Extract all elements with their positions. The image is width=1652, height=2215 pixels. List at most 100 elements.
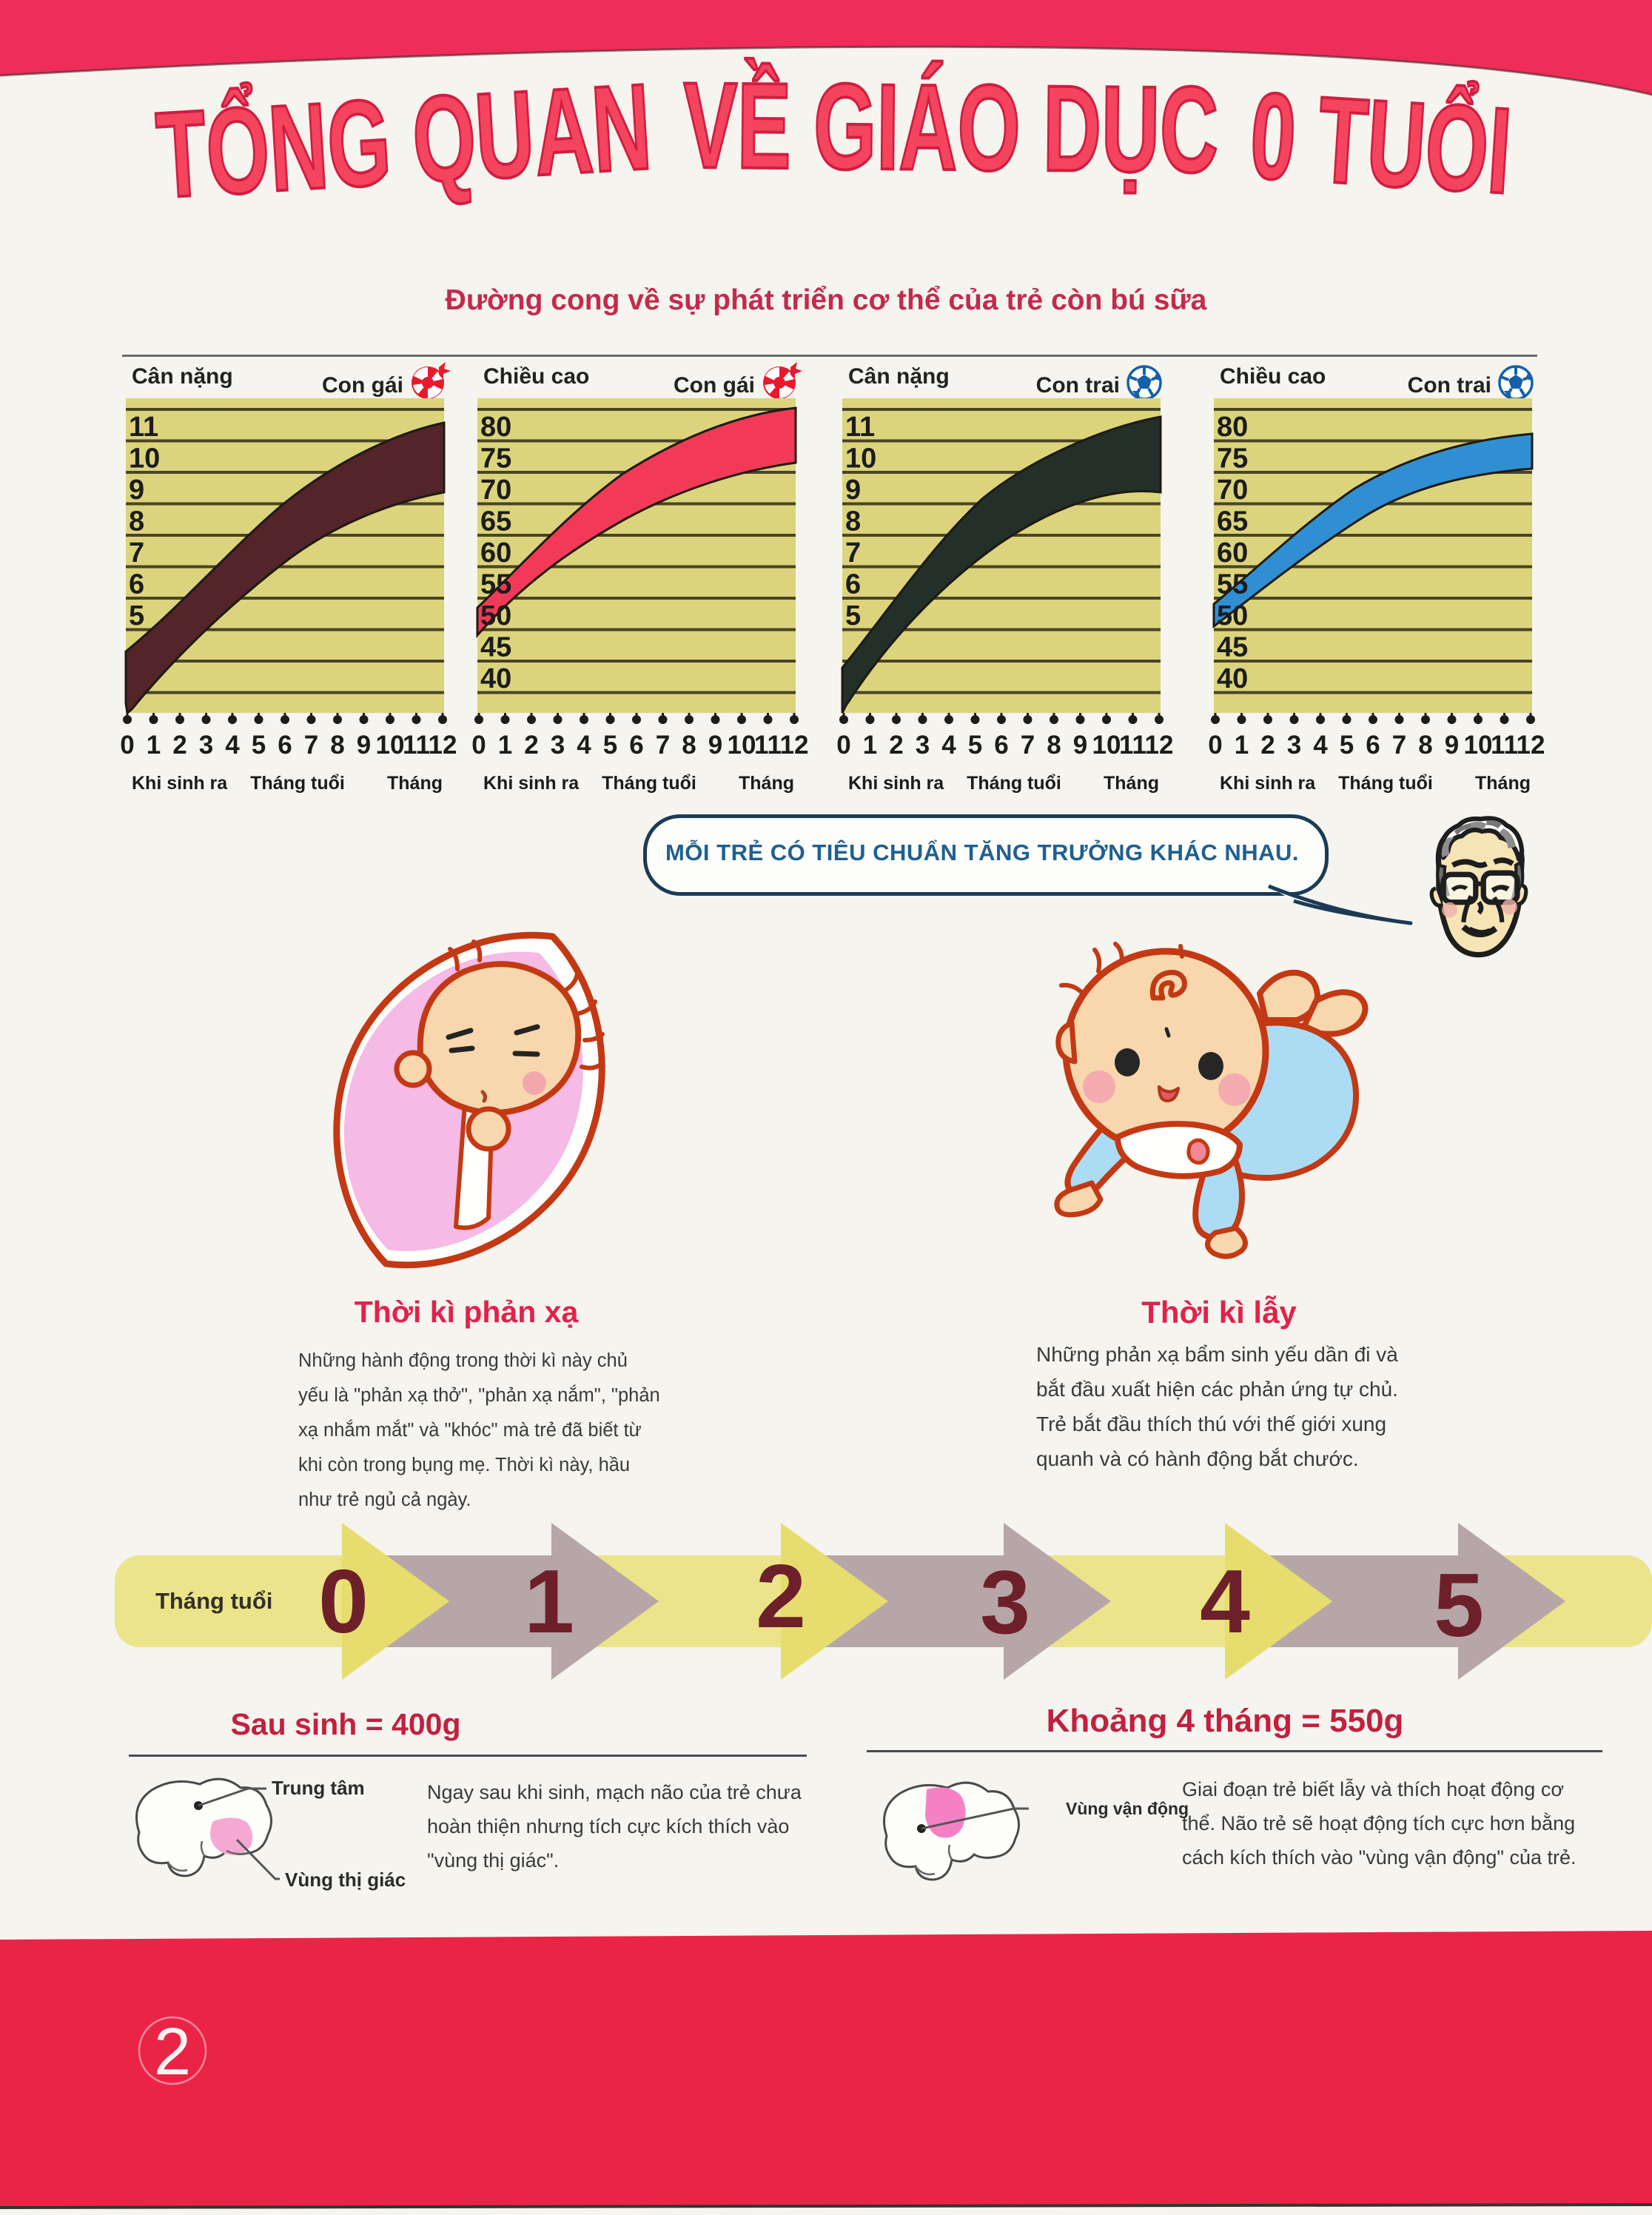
svg-text:40: 40 bbox=[1217, 663, 1248, 694]
svg-text:70: 70 bbox=[480, 475, 511, 506]
svg-text:10: 10 bbox=[728, 731, 756, 760]
svg-text:Tháng: Tháng bbox=[1475, 773, 1531, 794]
svg-text:Tháng: Tháng bbox=[1104, 773, 1159, 794]
svg-text:5: 5 bbox=[845, 600, 861, 631]
svg-text:4: 4 bbox=[225, 731, 240, 760]
svg-text:80: 80 bbox=[1217, 412, 1248, 443]
svg-text:1: 1 bbox=[498, 731, 512, 760]
svg-text:4: 4 bbox=[577, 731, 591, 760]
svg-text:2: 2 bbox=[1260, 731, 1275, 760]
svg-text:50: 50 bbox=[1217, 600, 1248, 631]
svg-text:Tháng tuổi: Tháng tuổi bbox=[602, 773, 696, 794]
svg-text:Con gái: Con gái bbox=[674, 373, 755, 398]
svg-text:80: 80 bbox=[480, 412, 511, 443]
svg-text:55: 55 bbox=[480, 569, 511, 600]
svg-text:9: 9 bbox=[357, 731, 371, 760]
svg-text:7: 7 bbox=[656, 731, 670, 760]
svg-text:7: 7 bbox=[129, 537, 144, 569]
svg-text:3: 3 bbox=[199, 731, 213, 760]
svg-text:8: 8 bbox=[1418, 731, 1432, 760]
svg-text:0 TUỔI: 0 TUỔI bbox=[1246, 67, 1515, 219]
svg-text:2: 2 bbox=[524, 731, 538, 760]
svg-text:75: 75 bbox=[480, 443, 511, 475]
svg-text:Con gái: Con gái bbox=[322, 373, 403, 398]
svg-text:11: 11 bbox=[403, 731, 430, 760]
svg-text:50: 50 bbox=[480, 600, 511, 631]
svg-text:TỔNG QUAN: TỔNG QUAN bbox=[153, 58, 655, 223]
svg-text:4: 4 bbox=[1200, 1551, 1250, 1652]
svg-text:Tháng: Tháng bbox=[387, 773, 443, 794]
svg-text:3: 3 bbox=[551, 731, 565, 760]
svg-text:9: 9 bbox=[845, 475, 861, 506]
svg-text:65: 65 bbox=[480, 506, 511, 537]
svg-text:0: 0 bbox=[120, 731, 134, 760]
svg-text:5: 5 bbox=[603, 731, 617, 760]
svg-text:3: 3 bbox=[1287, 731, 1301, 760]
svg-text:70: 70 bbox=[1217, 475, 1248, 506]
svg-text:0: 0 bbox=[318, 1551, 369, 1652]
svg-text:1: 1 bbox=[147, 731, 161, 760]
svg-text:Khi sinh ra: Khi sinh ra bbox=[483, 773, 580, 794]
svg-text:8: 8 bbox=[1047, 731, 1061, 760]
svg-text:1: 1 bbox=[1235, 731, 1249, 760]
svg-text:6: 6 bbox=[129, 569, 144, 600]
svg-text:7: 7 bbox=[304, 731, 318, 760]
svg-text:12: 12 bbox=[780, 731, 809, 760]
svg-text:10: 10 bbox=[129, 443, 160, 475]
svg-text:8: 8 bbox=[330, 731, 344, 760]
svg-text:12: 12 bbox=[1145, 731, 1174, 760]
svg-text:60: 60 bbox=[480, 537, 511, 569]
svg-text:5: 5 bbox=[968, 731, 982, 760]
svg-text:45: 45 bbox=[1217, 632, 1248, 663]
svg-text:2: 2 bbox=[172, 731, 187, 760]
svg-text:11: 11 bbox=[129, 412, 158, 443]
svg-text:11: 11 bbox=[1119, 731, 1146, 760]
svg-text:45: 45 bbox=[480, 632, 511, 663]
svg-text:12: 12 bbox=[429, 731, 457, 760]
svg-text:9: 9 bbox=[708, 731, 722, 760]
svg-text:10: 10 bbox=[1092, 731, 1121, 760]
svg-text:5: 5 bbox=[1434, 1555, 1484, 1655]
svg-text:7: 7 bbox=[1021, 731, 1035, 760]
svg-text:10: 10 bbox=[376, 731, 405, 760]
svg-text:6: 6 bbox=[1366, 731, 1380, 760]
svg-text:Khi sinh ra: Khi sinh ra bbox=[848, 773, 944, 794]
svg-text:11: 11 bbox=[754, 731, 782, 760]
svg-text:2: 2 bbox=[756, 1546, 806, 1646]
svg-text:3: 3 bbox=[980, 1552, 1030, 1652]
svg-text:Tháng tuổi: Tháng tuổi bbox=[967, 773, 1061, 794]
svg-text:6: 6 bbox=[994, 731, 1008, 760]
svg-text:8: 8 bbox=[845, 506, 861, 537]
svg-text:2: 2 bbox=[889, 731, 903, 760]
svg-text:7: 7 bbox=[845, 537, 861, 569]
svg-text:1: 1 bbox=[863, 731, 877, 760]
svg-text:60: 60 bbox=[1217, 537, 1248, 569]
svg-text:75: 75 bbox=[1217, 443, 1248, 475]
svg-text:Tháng: Tháng bbox=[739, 773, 794, 794]
svg-text:Tháng tuổi: Tháng tuổi bbox=[155, 1588, 272, 1614]
svg-text:7: 7 bbox=[1392, 731, 1406, 760]
svg-text:9: 9 bbox=[1445, 731, 1459, 760]
svg-text:9: 9 bbox=[1073, 731, 1087, 760]
svg-text:5: 5 bbox=[129, 600, 144, 631]
svg-text:Khi sinh ra: Khi sinh ra bbox=[132, 773, 228, 794]
svg-text:6: 6 bbox=[845, 569, 861, 600]
svg-text:6: 6 bbox=[278, 731, 292, 760]
svg-text:9: 9 bbox=[129, 475, 144, 506]
svg-text:10: 10 bbox=[1464, 731, 1493, 760]
svg-text:8: 8 bbox=[129, 506, 144, 537]
svg-text:Khi sinh ra: Khi sinh ra bbox=[1220, 773, 1316, 794]
svg-text:40: 40 bbox=[480, 663, 511, 694]
svg-text:Tháng tuổi: Tháng tuổi bbox=[1338, 773, 1433, 794]
svg-text:12: 12 bbox=[1517, 731, 1545, 760]
svg-text:Con trai: Con trai bbox=[1408, 373, 1491, 398]
svg-text:11: 11 bbox=[845, 412, 875, 443]
svg-text:10: 10 bbox=[845, 443, 876, 475]
svg-text:65: 65 bbox=[1217, 506, 1248, 537]
svg-text:0: 0 bbox=[836, 731, 850, 760]
svg-text:3: 3 bbox=[916, 731, 930, 760]
svg-text:5: 5 bbox=[1340, 731, 1354, 760]
svg-text:0: 0 bbox=[471, 731, 486, 760]
svg-text:55: 55 bbox=[1217, 569, 1248, 600]
svg-text:2: 2 bbox=[154, 2015, 191, 2089]
